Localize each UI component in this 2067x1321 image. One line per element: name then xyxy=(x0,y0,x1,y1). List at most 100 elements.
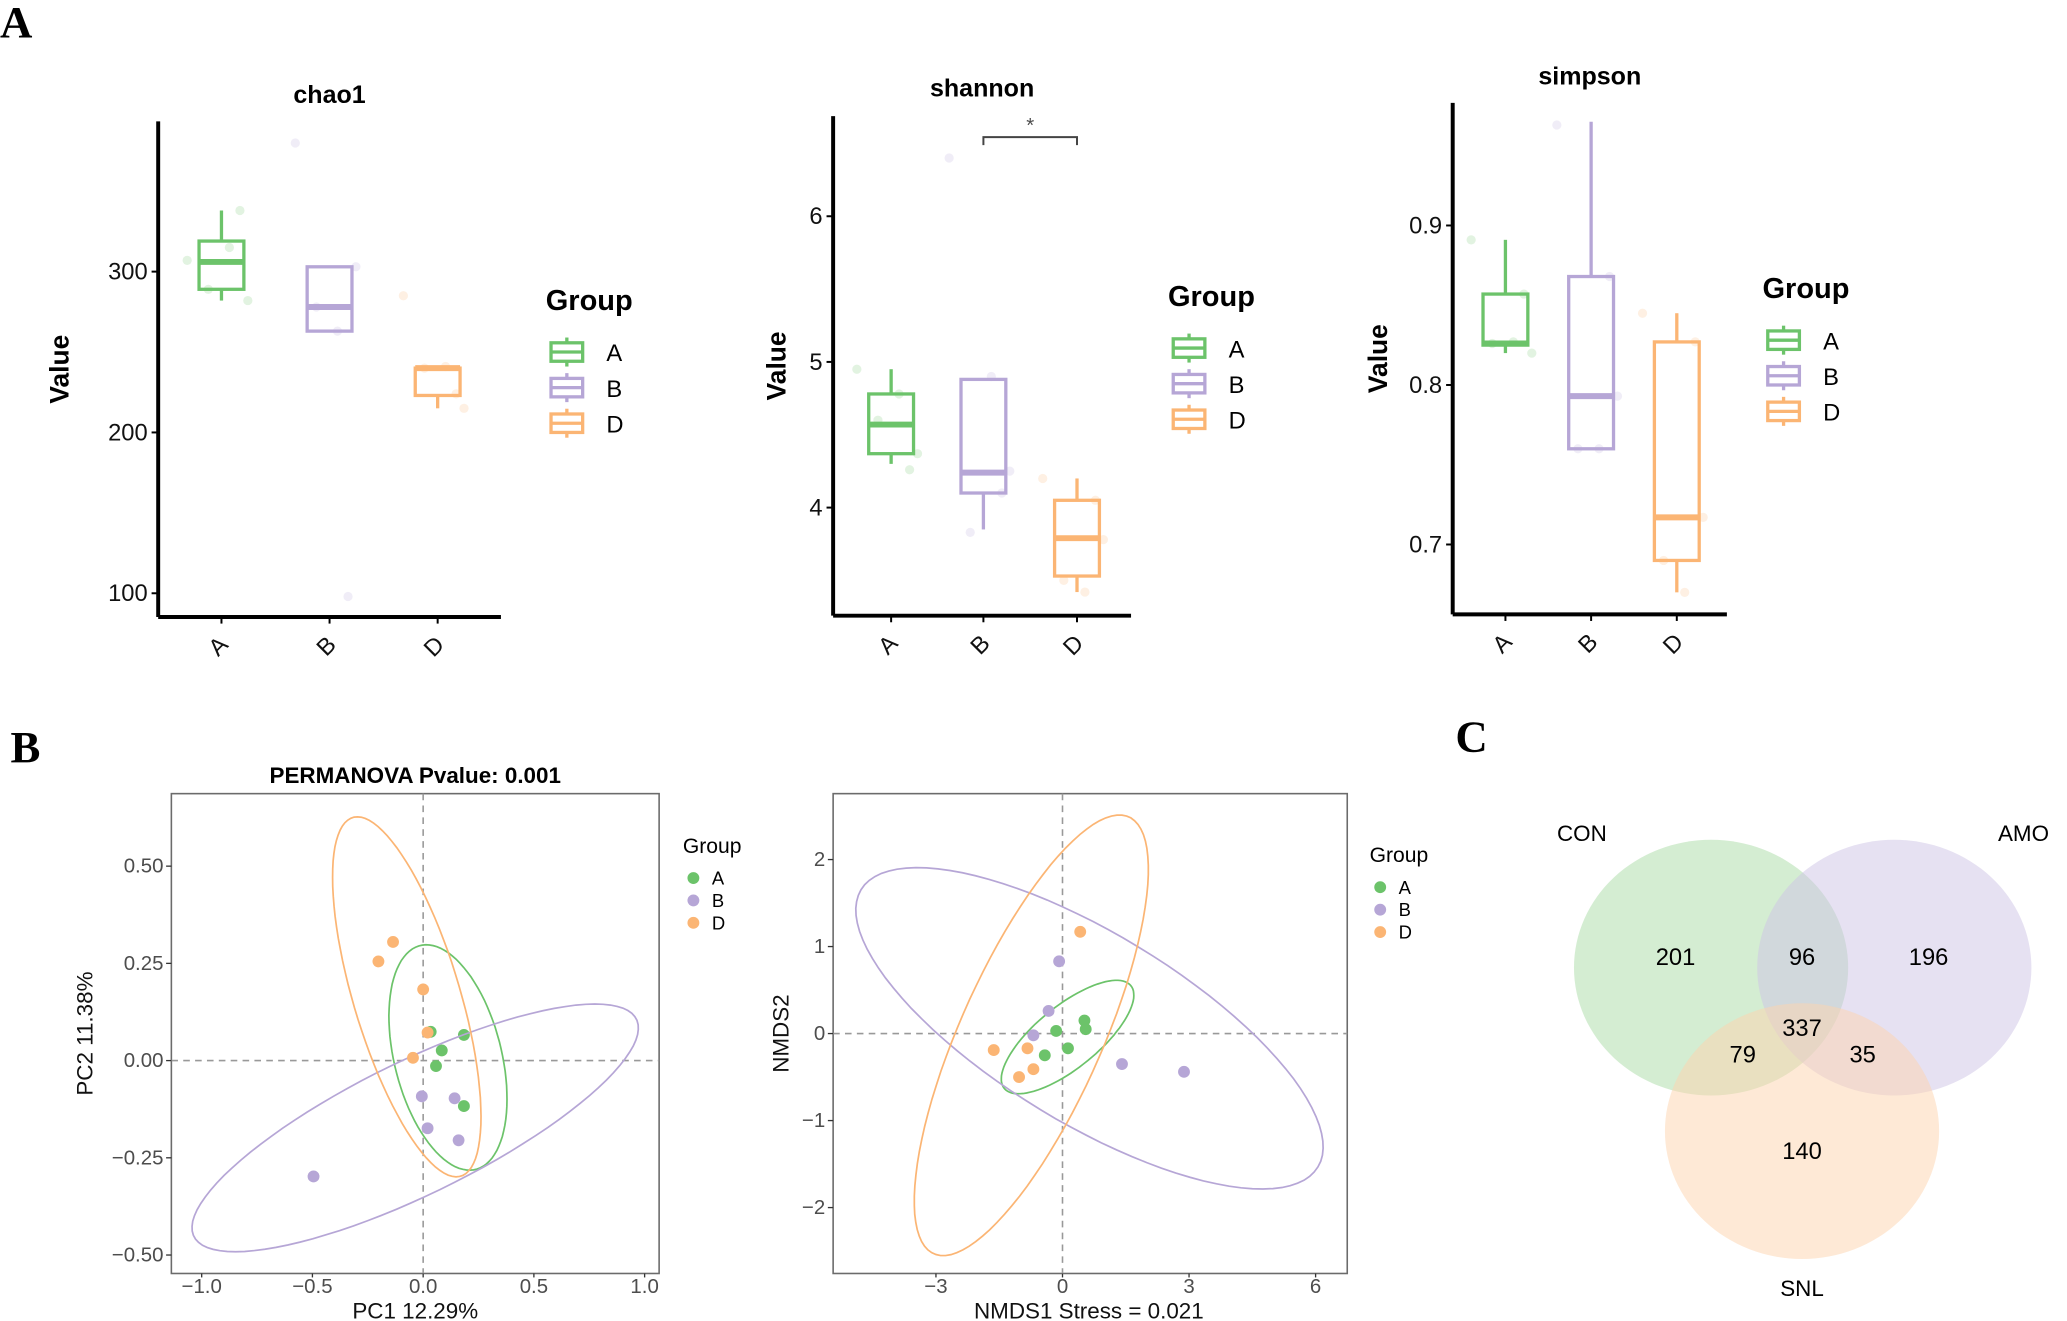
legend-title: Group xyxy=(546,285,633,317)
legend-title: Group xyxy=(683,835,742,858)
data-point xyxy=(1038,473,1048,484)
y-tick-label: 5 xyxy=(809,350,822,376)
y-tick-label: −2 xyxy=(802,1197,825,1219)
x-tick-label: A xyxy=(874,630,904,660)
y-tick-label: 2 xyxy=(814,849,825,871)
y-tick-label: 0.50 xyxy=(124,856,164,878)
series-A xyxy=(388,943,508,1171)
y-tick-label: 0.8 xyxy=(1409,373,1442,399)
y-tick-label: 300 xyxy=(108,260,148,286)
confidence-ellipse xyxy=(1000,979,1135,1095)
data-point xyxy=(1116,1058,1128,1070)
x-tick-label: −0.5 xyxy=(292,1276,332,1298)
venn-region-count: 35 xyxy=(1849,1043,1875,1069)
x-tick-label: D xyxy=(1059,631,1090,662)
legend-item-D: D xyxy=(1171,404,1246,434)
box-A xyxy=(852,364,923,475)
data-point xyxy=(1466,235,1476,245)
x-tick-label: 3 xyxy=(1183,1276,1194,1298)
data-point xyxy=(459,403,469,413)
series-A xyxy=(1000,979,1135,1095)
iqr-box xyxy=(1567,274,1616,451)
data-point xyxy=(182,255,192,265)
legend-title: Group xyxy=(1168,281,1255,313)
venn-set-label: SNL xyxy=(1780,1276,1824,1301)
y-tick-label: 0.25 xyxy=(124,953,164,975)
y-axis-label: NMDS2 xyxy=(768,994,793,1072)
chart-title: PERMANOVA Pvalue: 0.001 xyxy=(270,763,561,788)
y-tick-label: 0 xyxy=(814,1023,825,1045)
iqr-box xyxy=(1652,340,1701,563)
iqr-box xyxy=(1481,292,1530,347)
x-tick-label: D xyxy=(419,632,450,663)
plot-frame xyxy=(170,792,660,1275)
data-point xyxy=(398,291,408,301)
chart-title: shannon xyxy=(930,74,1034,102)
series-B xyxy=(854,866,1324,1190)
legend-label: D xyxy=(1823,401,1840,427)
data-point xyxy=(1078,1014,1091,1027)
data-point xyxy=(415,1090,428,1103)
x-tick-label: A xyxy=(1488,629,1518,659)
box-B xyxy=(290,138,361,602)
y-axis-label: Value xyxy=(1363,324,1393,393)
data-point xyxy=(372,955,385,968)
data-point xyxy=(1021,1042,1034,1055)
venn-diagram: CON AMO SNL 201 96 196 337 79 35 140 xyxy=(1557,821,2049,1301)
legend-label: B xyxy=(712,890,724,911)
legend-dot-icon xyxy=(687,872,700,884)
panel-label-c: C xyxy=(1455,711,1487,761)
data-point xyxy=(1098,535,1108,545)
legend-label: D xyxy=(712,912,725,933)
x-tick-label: D xyxy=(1658,629,1689,660)
data-point xyxy=(1178,1065,1190,1078)
data-point xyxy=(1527,348,1537,358)
data-point xyxy=(1042,1005,1055,1017)
confidence-ellipse xyxy=(388,943,508,1171)
data-point xyxy=(1079,1023,1092,1036)
pcoa-scatter: PERMANOVA Pvalue: 0.001 −1.0 −0.5 0.0 0.5 1.0… xyxy=(72,763,741,1321)
data-point xyxy=(965,527,975,537)
y-tick-label: 6 xyxy=(809,204,822,230)
x-axis-label: PC1 12.29% xyxy=(352,1298,478,1321)
y-tick-label: −0.50 xyxy=(112,1245,164,1267)
significance-label: * xyxy=(1026,115,1034,137)
legend-dot-icon xyxy=(1374,926,1387,938)
data-point xyxy=(417,983,430,996)
legend-label: D xyxy=(1399,922,1412,943)
legend-dot-icon xyxy=(687,894,700,907)
legend-dot-icon xyxy=(1374,881,1387,894)
legend-item-A: A xyxy=(549,337,622,367)
x-tick-label: −3 xyxy=(924,1276,947,1298)
box-B xyxy=(944,153,1015,537)
box-A xyxy=(1466,235,1537,358)
y-tick-label: 0.00 xyxy=(124,1050,164,1072)
data-point xyxy=(1074,925,1087,938)
venn-region-count: 201 xyxy=(1656,945,1696,971)
legend-item-D: D xyxy=(549,408,624,438)
legend-item-D: D xyxy=(1766,396,1840,427)
legend-label: A xyxy=(1399,877,1412,898)
data-point xyxy=(904,465,915,475)
data-point xyxy=(1059,575,1069,586)
venn-set-label: AMO xyxy=(1998,821,2049,846)
x-tick-label: A xyxy=(204,632,234,662)
data-point xyxy=(1027,1063,1040,1076)
series-D xyxy=(331,815,482,1178)
series-D xyxy=(913,814,1150,1257)
confidence-ellipse xyxy=(331,815,482,1178)
y-axis-label: Value xyxy=(762,331,792,400)
panel-label-a: A xyxy=(0,0,33,47)
legend-label: B xyxy=(606,377,622,403)
legend-dot-icon xyxy=(687,916,700,929)
legend-label: B xyxy=(1399,899,1411,920)
legend-label: A xyxy=(1229,337,1245,363)
data-point xyxy=(307,1170,320,1183)
data-point xyxy=(1062,1042,1074,1055)
data-point xyxy=(224,242,234,253)
venn-circle-snl xyxy=(1664,1003,1940,1259)
legend-title: Group xyxy=(1762,273,1849,305)
venn-region-count: 96 xyxy=(1789,945,1815,971)
